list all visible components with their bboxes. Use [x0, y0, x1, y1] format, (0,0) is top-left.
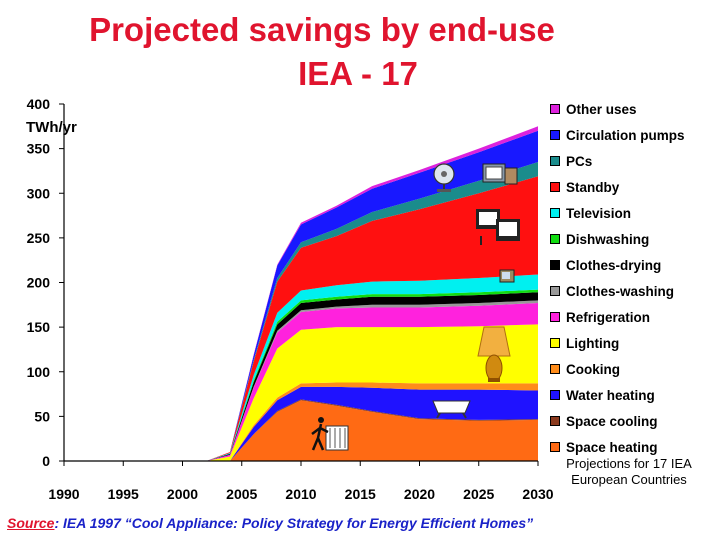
y-axis-label: TWh/yr	[26, 119, 77, 136]
legend-item: Dishwashing	[550, 226, 685, 252]
fan-icon	[433, 163, 455, 192]
y-tick-label: 400	[27, 96, 51, 112]
legend-label: PCs	[566, 153, 593, 169]
legend-item: Space cooling	[550, 408, 685, 434]
legend-swatch	[550, 104, 560, 114]
x-tick-label: 2005	[226, 486, 257, 502]
legend-label: Circulation pumps	[566, 127, 685, 143]
source-citation: Source: IEA 1997 “Cool Appliance: Policy…	[7, 515, 533, 531]
legend-label: Other uses	[566, 101, 637, 117]
radiator-icon	[311, 417, 349, 451]
legend-item: Circulation pumps	[550, 122, 685, 148]
legend-item: Space heating	[550, 434, 685, 460]
legend-label: Cooking	[566, 361, 620, 377]
legend-label: Television	[566, 205, 632, 221]
legend-label: Standby	[566, 179, 620, 195]
lamp-icon	[477, 326, 511, 382]
tv-icon	[499, 269, 515, 283]
legend-swatch	[550, 442, 560, 452]
x-tick-label: 2025	[463, 486, 494, 502]
legend-swatch	[550, 234, 560, 244]
legend-label: Space cooling	[566, 413, 658, 429]
legend-swatch	[550, 338, 560, 348]
legend-item: Water heating	[550, 382, 685, 408]
x-tick-label: 2030	[522, 486, 553, 502]
y-tick-label: 250	[27, 230, 51, 246]
area-space-heating	[64, 400, 538, 461]
y-tick-label: 0	[42, 453, 50, 469]
area-standby	[64, 176, 538, 462]
legend-item: PCs	[550, 148, 685, 174]
y-tick-label: 100	[27, 364, 51, 380]
y-tick-label: 50	[34, 408, 50, 424]
legend-item: Television	[550, 200, 685, 226]
area-lighting	[64, 324, 538, 461]
source-label: Source	[7, 515, 55, 531]
y-tick-label: 300	[27, 185, 51, 201]
legend-item: Clothes-drying	[550, 252, 685, 278]
area-series-group	[64, 126, 538, 462]
bathtub-icon	[432, 400, 471, 419]
y-tick-label: 200	[27, 275, 51, 291]
area-refrigeration	[64, 303, 538, 461]
projection-note: Projections for 17 IEA European Countrie…	[566, 456, 692, 487]
legend-swatch	[550, 416, 560, 426]
legend-label: Dishwashing	[566, 231, 650, 247]
source-text: : IEA 1997 “Cool Appliance: Policy Strat…	[54, 515, 534, 531]
legend-label: Refrigeration	[566, 309, 651, 325]
legend-item: Cooking	[550, 356, 685, 382]
monitor-icon	[482, 163, 518, 185]
x-tick-label: 2015	[345, 486, 376, 502]
x-tick-label: 2000	[167, 486, 198, 502]
legend-label: Lighting	[566, 335, 620, 351]
x-tick-label: 2020	[404, 486, 435, 502]
legend-item: Lighting	[550, 330, 685, 356]
legend-item: Clothes-washing	[550, 278, 685, 304]
legend-swatch	[550, 390, 560, 400]
chart-subtitle: IEA - 17	[298, 55, 418, 92]
y-tick-label: 150	[27, 319, 51, 335]
chart-title: Projected savings by end-use	[89, 11, 555, 48]
x-tick-label: 2010	[285, 486, 316, 502]
axes: 0 50 100 150 200 250 300 350 400 1990 1995 2000 2005…	[27, 96, 554, 502]
legend-swatch	[550, 364, 560, 374]
legend-label: Clothes-washing	[566, 283, 675, 299]
legend-item: Standby	[550, 174, 685, 200]
legend-swatch	[550, 208, 560, 218]
legend-label: Space heating	[566, 439, 658, 455]
y-tick-label: 350	[27, 141, 51, 157]
legend-item: Other uses	[550, 96, 685, 122]
area-water-heating	[64, 386, 538, 461]
illustration-icons	[311, 163, 520, 451]
legend-swatch	[550, 312, 560, 322]
legend-swatch	[550, 260, 560, 270]
legend-label: Water heating	[566, 387, 655, 403]
x-tick-label: 1990	[48, 486, 79, 502]
computer-icon	[476, 209, 520, 245]
legend-swatch	[550, 156, 560, 166]
x-tick-label: 1995	[108, 486, 139, 502]
legend: Other uses Circulation pumps PCs Standby Tel…	[550, 96, 685, 460]
legend-swatch	[550, 130, 560, 140]
legend-swatch	[550, 182, 560, 192]
legend-item: Refrigeration	[550, 304, 685, 330]
legend-label: Clothes-drying	[566, 257, 662, 273]
legend-swatch	[550, 286, 560, 296]
